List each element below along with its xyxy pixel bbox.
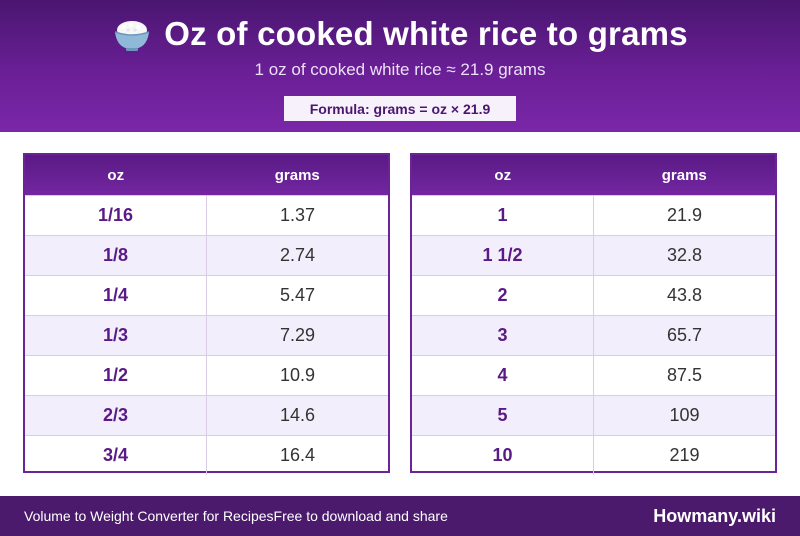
table-row: 1/4 5.47 <box>25 275 388 315</box>
grams-cell: 14.6 <box>279 405 316 425</box>
table-row: 1 1/2 32.8 <box>412 235 775 275</box>
grams-cell: 5.47 <box>279 285 316 305</box>
oz-cell: 1/8 <box>25 236 207 275</box>
grams-cell: 2.74 <box>279 245 316 265</box>
conversion-table-left: oz grams 1/16 1.37 1/8 2.74 1/4 5.47 1/3… <box>23 153 390 475</box>
oz-cell: 1/16 <box>25 196 207 235</box>
table-row: 1/3 7.29 <box>25 315 388 355</box>
oz-cell: 1/3 <box>25 316 207 355</box>
column-header-grams: grams <box>274 166 320 184</box>
oz-cell: 1 <box>412 196 594 235</box>
table-row: 1/8 2.74 <box>25 235 388 275</box>
table-row: 3 65.7 <box>412 315 775 355</box>
column-header-grams: grams <box>661 166 707 184</box>
table-row: 2/3 14.6 <box>25 395 388 435</box>
conversion-subtitle: 1 oz of cooked white rice ≈ 21.9 grams <box>254 60 546 79</box>
formula-badge: Formula: grams = oz × 21.9 <box>284 96 516 121</box>
oz-cell: 1/4 <box>25 276 207 315</box>
table-row: 1 21.9 <box>412 195 775 235</box>
oz-cell: 1/2 <box>25 356 207 395</box>
column-header-oz: oz <box>494 166 512 184</box>
grams-cell: 65.7 <box>666 325 703 345</box>
header-banner: Oz of cooked white rice to grams 1 oz of… <box>0 0 800 132</box>
oz-cell: 2/3 <box>25 396 207 435</box>
table-row: 5 109 <box>412 395 775 435</box>
table-header: oz grams <box>25 155 388 195</box>
oz-cell: 3 <box>412 316 594 355</box>
table-row: 2 43.8 <box>412 275 775 315</box>
footer-links: Volume to Weight Converter for Recipes F… <box>24 496 448 536</box>
grams-cell: 21.9 <box>666 205 703 225</box>
table-row: 3/4 16.4 <box>25 435 388 475</box>
grams-cell: 87.5 <box>666 365 703 385</box>
oz-cell: 1 1/2 <box>412 236 594 275</box>
table-row: 1/2 10.9 <box>25 355 388 395</box>
page-title: Oz of cooked white rice to grams <box>164 15 688 52</box>
footer-link-download[interactable]: Free to download and share <box>273 508 448 524</box>
table-row: 10 219 <box>412 435 775 475</box>
brand-logo-text[interactable]: Howmany.wiki <box>653 505 776 526</box>
grams-cell: 16.4 <box>279 445 316 465</box>
grams-cell: 7.29 <box>279 325 316 345</box>
grams-cell: 10.9 <box>279 365 316 385</box>
grams-cell: 219 <box>669 445 700 465</box>
conversion-table-right: oz grams 1 21.9 1 1/2 32.8 2 43.8 3 65.7… <box>410 153 777 475</box>
grams-cell: 32.8 <box>666 245 703 265</box>
oz-cell: 3/4 <box>25 436 207 475</box>
grams-cell: 109 <box>669 405 700 425</box>
footer-link-converter[interactable]: Volume to Weight Converter for Recipes <box>24 508 274 524</box>
oz-cell: 4 <box>412 356 594 395</box>
oz-cell: 2 <box>412 276 594 315</box>
table-header: oz grams <box>412 155 775 195</box>
oz-cell: 5 <box>412 396 594 435</box>
table-row: 1/16 1.37 <box>25 195 388 235</box>
table-row: 4 87.5 <box>412 355 775 395</box>
title-row: Oz of cooked white rice to grams <box>0 12 800 56</box>
grams-cell: 1.37 <box>279 205 316 225</box>
column-header-oz: oz <box>107 166 125 184</box>
grams-cell: 43.8 <box>666 285 703 305</box>
rice-bowl-icon <box>112 16 152 52</box>
footer-bar: Volume to Weight Converter for Recipes F… <box>0 496 800 536</box>
oz-cell: 10 <box>412 436 594 475</box>
